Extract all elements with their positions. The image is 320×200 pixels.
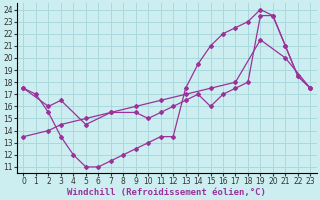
X-axis label: Windchill (Refroidissement éolien,°C): Windchill (Refroidissement éolien,°C) <box>68 188 266 197</box>
